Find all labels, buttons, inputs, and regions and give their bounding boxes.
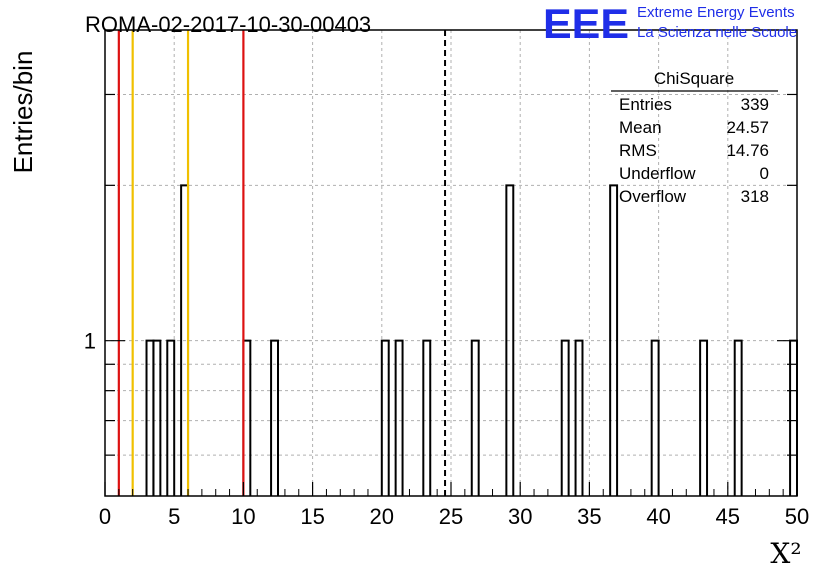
eee-logo: EEE: [543, 0, 629, 47]
histogram-bin: [733, 339, 743, 496]
x-tick-label: 5: [168, 504, 180, 529]
x-tick-label: 50: [785, 504, 809, 529]
histogram-bin: [699, 339, 709, 496]
x-tick-label: 0: [99, 504, 111, 529]
y-axis-label: Entries/bin: [8, 51, 38, 174]
stats-rows: Entries 339 Mean 24.57 RMS 14.76 Underflow 0 Ove…: [619, 95, 769, 206]
histogram-bin: [505, 184, 515, 496]
marker-lines: [117, 30, 447, 496]
x-tick-label: 40: [646, 504, 670, 529]
stats-value: 24.57: [726, 118, 769, 137]
stats-label: Entries: [619, 95, 672, 114]
histogram-bin: [609, 184, 619, 496]
histogram-bin: [650, 339, 660, 496]
stats-label: Underflow: [619, 164, 696, 183]
histogram-bin: [166, 339, 176, 496]
histogram-bin: [394, 339, 404, 496]
stats-label: Mean: [619, 118, 662, 137]
histogram-bin: [422, 339, 432, 496]
stats-value: 0: [760, 164, 769, 183]
stats-label: Overflow: [619, 187, 687, 206]
x-tick-label: 30: [508, 504, 532, 529]
histogram-bin: [380, 339, 390, 496]
x-tick-labels: 0 5 10 15 20 25 30 35 40 45 50: [99, 504, 809, 529]
x-axis-label: X²: [770, 537, 801, 570]
histogram-bin: [270, 339, 279, 496]
x-tick-label: 25: [439, 504, 463, 529]
stats-value: 339: [741, 95, 769, 114]
stats-value: 14.76: [726, 141, 769, 160]
x-tick-label: 15: [300, 504, 324, 529]
histogram-bin: [470, 339, 480, 496]
y-tick-labels: 1: [84, 329, 96, 354]
x-tick-label: 35: [577, 504, 601, 529]
x-tick-label: 10: [231, 504, 255, 529]
grid: [105, 30, 797, 496]
y-tick-label: 1: [84, 329, 96, 354]
x-tick-label: 20: [370, 504, 394, 529]
histogram-bin: [152, 339, 162, 496]
stats-title: ChiSquare: [654, 69, 734, 88]
histogram-bin: [560, 339, 570, 496]
histogram-bin: [574, 339, 584, 496]
stats-label: RMS: [619, 141, 657, 160]
chart-title: ROMA-02-2017-10-30-00403: [85, 12, 371, 37]
histogram-bins: [145, 184, 798, 496]
stats-box: ChiSquare Entries 339 Mean 24.57 RMS 14.76 Und…: [611, 69, 778, 206]
axis-ticks: [104, 93, 798, 496]
logo-line-1: Extreme Energy Events: [637, 4, 795, 21]
logo-line-2: La Scienza nelle Scuole: [637, 24, 797, 41]
stats-value: 318: [741, 187, 769, 206]
x-tick-label: 45: [716, 504, 740, 529]
